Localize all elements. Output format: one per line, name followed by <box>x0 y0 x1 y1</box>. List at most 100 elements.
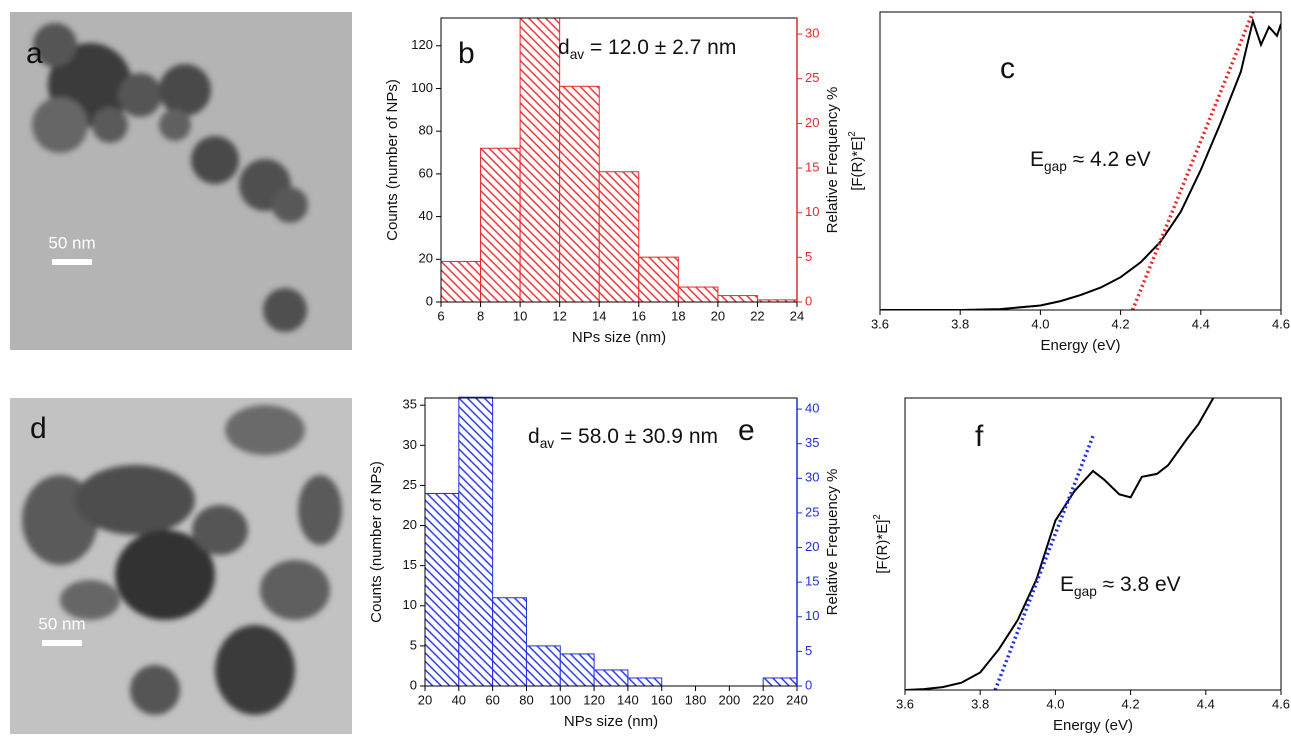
x-tick-label: 140 <box>617 692 639 707</box>
label-text: d <box>558 36 570 59</box>
tem-image: 50 nm d <box>10 398 352 734</box>
bar <box>525 645 561 687</box>
y2-tick-label: 15 <box>805 159 819 174</box>
x-tick-label: 4.6 <box>1272 696 1290 711</box>
x-tick-label: 180 <box>685 692 707 707</box>
y-tick-label: 20 <box>419 251 433 266</box>
panel-label: b <box>458 37 475 70</box>
plot-frame <box>879 11 1282 311</box>
y-tick-label: 0 <box>410 677 417 692</box>
y-tick-label: 100 <box>411 80 433 95</box>
subscript: gap <box>1044 159 1067 174</box>
panel-label: e <box>738 414 755 447</box>
annotation: dav = 58.0 ± 30.9 nm <box>528 425 718 452</box>
y-tick-label: 5 <box>410 637 417 652</box>
y2-tick-label: 30 <box>805 470 819 485</box>
x-tick-label: 18 <box>671 308 685 323</box>
bar <box>440 260 482 303</box>
annotation: dav = 12.0 ± 2.7 nm <box>558 36 736 63</box>
tem-image: 50 nm a <box>10 12 352 350</box>
bar <box>717 295 758 303</box>
y2-tick-label: 40 <box>805 401 819 416</box>
x-tick-label: 8 <box>477 308 484 323</box>
label-text: = 58.0 ± 30.9 nm <box>554 425 718 448</box>
x-axis-label: Energy (eV) <box>1053 717 1133 734</box>
superscript: 2 <box>847 131 858 136</box>
y2-tick-label: 20 <box>805 115 819 130</box>
subscript: av <box>540 436 555 451</box>
annotation: Egap ≈ 3.8 eV <box>1060 573 1181 600</box>
x-axis-label: Energy (eV) <box>1040 337 1120 354</box>
x-tick-label: 4.0 <box>1031 316 1049 331</box>
bar <box>627 677 663 687</box>
bar <box>598 171 640 303</box>
x-axis-label: NPs size (nm) <box>564 713 658 730</box>
x-tick-label: 240 <box>786 692 808 707</box>
scale-bar-label: 50 nm <box>48 233 95 252</box>
bar <box>559 85 600 303</box>
y2-axis-label: Relative Frequency % <box>824 469 841 616</box>
y-tick-label: 15 <box>403 557 417 572</box>
label-text: [F(R)*E] <box>874 520 891 574</box>
bar <box>424 492 460 687</box>
x-tick-label: 40 <box>452 692 466 707</box>
label-text: ≈ 3.8 eV <box>1097 573 1181 596</box>
y-tick-label: 25 <box>403 477 417 492</box>
y-tick-label: 0 <box>426 293 433 308</box>
x-tick-label: 80 <box>519 692 533 707</box>
x-tick-label: 3.6 <box>871 316 889 331</box>
x-tick-label: 4.2 <box>1122 696 1140 711</box>
panel-label: d <box>30 412 47 445</box>
panel-label: a <box>26 37 43 70</box>
label-text: ≈ 4.2 eV <box>1067 148 1151 171</box>
y2-tick-label: 0 <box>805 677 812 692</box>
bar <box>593 669 629 687</box>
x-tick-label: 4.0 <box>1046 696 1064 711</box>
plot-frame <box>904 397 1282 691</box>
y2-tick-label: 10 <box>805 608 819 623</box>
x-tick-label: 12 <box>552 308 566 323</box>
panel-label: f <box>975 420 984 453</box>
y2-tick-label: 15 <box>805 574 819 589</box>
label-text: = 12.0 ± 2.7 nm <box>584 36 736 59</box>
y2-axis-label: Relative Frequency % <box>824 87 841 234</box>
y2-tick-label: 35 <box>805 435 819 450</box>
x-tick-label: 20 <box>418 692 432 707</box>
y2-tick-label: 5 <box>805 249 812 264</box>
x-tick-label: 4.4 <box>1192 316 1210 331</box>
y-tick-label: 30 <box>403 437 417 452</box>
y-tick-label: 10 <box>403 597 417 612</box>
x-tick-label: 3.8 <box>971 696 989 711</box>
x-tick-label: 100 <box>549 692 571 707</box>
y2-tick-label: 25 <box>805 70 819 85</box>
label-text: [F(R)*E] <box>849 137 866 191</box>
y2-tick-label: 30 <box>805 26 819 41</box>
x-tick-label: 14 <box>592 308 606 323</box>
y-tick-label: 60 <box>419 165 433 180</box>
y2-tick-label: 25 <box>805 504 819 519</box>
x-tick-label: 24 <box>790 308 804 323</box>
x-tick-label: 4.2 <box>1112 316 1130 331</box>
y2-tick-label: 20 <box>805 539 819 554</box>
x-tick-label: 22 <box>750 308 764 323</box>
y-axis-label: [F(R)*E]2 <box>872 514 891 574</box>
fit-line <box>1130 12 1255 310</box>
bar <box>559 653 595 687</box>
spectrum-line <box>905 398 1215 690</box>
y-tick-label: 80 <box>419 123 433 138</box>
y2-tick-label: 10 <box>805 204 819 219</box>
y2-tick-label: 5 <box>805 643 812 658</box>
bar <box>519 17 561 303</box>
bar <box>638 256 679 303</box>
bar <box>762 677 798 687</box>
scale-bar-label: 50 nm <box>38 614 85 633</box>
x-tick-label: 4.6 <box>1272 316 1290 331</box>
x-tick-label: 16 <box>632 308 646 323</box>
x-tick-label: 200 <box>719 692 741 707</box>
x-tick-label: 60 <box>485 692 499 707</box>
y-tick-label: 40 <box>419 208 433 223</box>
bar <box>677 286 719 303</box>
label-text: E <box>1030 148 1044 171</box>
annotation: Egap ≈ 4.2 eV <box>1030 148 1151 175</box>
y-tick-label: 20 <box>403 517 417 532</box>
